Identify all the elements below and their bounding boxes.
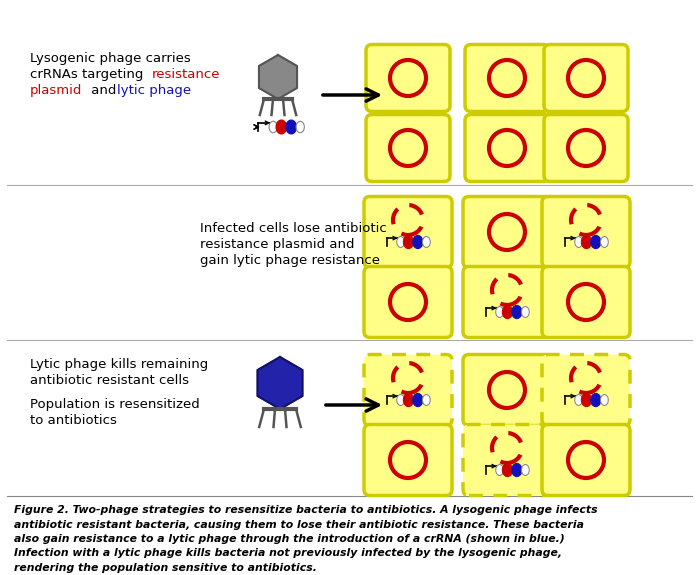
Ellipse shape xyxy=(397,394,405,405)
Ellipse shape xyxy=(269,121,278,133)
Text: crRNAs targeting: crRNAs targeting xyxy=(30,68,147,81)
Text: antibiotic resistant cells: antibiotic resistant cells xyxy=(30,374,189,387)
Text: Lysogenic phage carries: Lysogenic phage carries xyxy=(30,52,191,65)
Text: resistance plasmid and: resistance plasmid and xyxy=(200,238,354,251)
Ellipse shape xyxy=(575,394,582,405)
Ellipse shape xyxy=(412,393,423,407)
Polygon shape xyxy=(257,357,303,409)
Ellipse shape xyxy=(397,236,405,247)
Text: Figure 2. Two-phage strategies to resensitize bacteria to antibiotics. A lysogen: Figure 2. Two-phage strategies to resens… xyxy=(14,505,598,515)
Text: lytic phage: lytic phage xyxy=(117,84,191,97)
Ellipse shape xyxy=(422,394,431,405)
Polygon shape xyxy=(259,55,297,99)
Ellipse shape xyxy=(496,465,503,476)
FancyBboxPatch shape xyxy=(542,266,630,338)
FancyBboxPatch shape xyxy=(465,114,549,182)
Ellipse shape xyxy=(503,463,512,477)
Text: and: and xyxy=(87,84,121,97)
Ellipse shape xyxy=(422,236,431,247)
Text: resistance: resistance xyxy=(152,68,220,81)
FancyBboxPatch shape xyxy=(364,197,452,267)
Ellipse shape xyxy=(591,393,601,407)
Text: Infection with a lytic phage kills bacteria not previously infected by the lysog: Infection with a lytic phage kills bacte… xyxy=(14,549,562,558)
FancyBboxPatch shape xyxy=(366,114,450,182)
FancyBboxPatch shape xyxy=(364,266,452,338)
Ellipse shape xyxy=(496,306,503,317)
FancyBboxPatch shape xyxy=(463,266,551,338)
Ellipse shape xyxy=(296,121,304,133)
Text: rendering the population sensitive to antibiotics.: rendering the population sensitive to an… xyxy=(14,563,317,573)
FancyBboxPatch shape xyxy=(544,114,628,182)
Text: antibiotic resistant bacteria, causing them to lose their antibiotic resistance.: antibiotic resistant bacteria, causing t… xyxy=(14,519,584,530)
Text: Population is resensitized: Population is resensitized xyxy=(30,398,200,411)
Ellipse shape xyxy=(503,305,512,319)
FancyBboxPatch shape xyxy=(542,197,630,267)
Ellipse shape xyxy=(521,306,529,317)
Ellipse shape xyxy=(412,235,423,248)
Text: Lytic phage kills remaining: Lytic phage kills remaining xyxy=(30,358,208,371)
Ellipse shape xyxy=(582,393,591,407)
Ellipse shape xyxy=(521,465,529,476)
Ellipse shape xyxy=(403,235,414,248)
FancyBboxPatch shape xyxy=(463,424,551,496)
Ellipse shape xyxy=(276,120,287,134)
Ellipse shape xyxy=(512,463,522,477)
Text: also gain resistance to a lytic phage through the introduction of a crRNA (shown: also gain resistance to a lytic phage th… xyxy=(14,534,565,544)
FancyBboxPatch shape xyxy=(463,197,551,267)
FancyBboxPatch shape xyxy=(465,44,549,112)
FancyBboxPatch shape xyxy=(544,44,628,112)
Text: Infected cells lose antibiotic: Infected cells lose antibiotic xyxy=(200,222,387,235)
Ellipse shape xyxy=(600,394,608,405)
FancyBboxPatch shape xyxy=(463,355,551,426)
Text: to antibiotics: to antibiotics xyxy=(30,414,117,427)
Ellipse shape xyxy=(403,393,414,407)
FancyBboxPatch shape xyxy=(366,44,450,112)
FancyBboxPatch shape xyxy=(542,424,630,496)
Ellipse shape xyxy=(600,236,608,247)
Ellipse shape xyxy=(575,236,582,247)
Text: gain lytic phage resistance: gain lytic phage resistance xyxy=(200,254,380,267)
Ellipse shape xyxy=(591,235,601,248)
FancyBboxPatch shape xyxy=(364,355,452,426)
Ellipse shape xyxy=(286,120,296,134)
Text: plasmid: plasmid xyxy=(30,84,82,97)
Ellipse shape xyxy=(512,305,522,319)
FancyBboxPatch shape xyxy=(364,424,452,496)
Ellipse shape xyxy=(582,235,591,248)
FancyBboxPatch shape xyxy=(542,355,630,426)
